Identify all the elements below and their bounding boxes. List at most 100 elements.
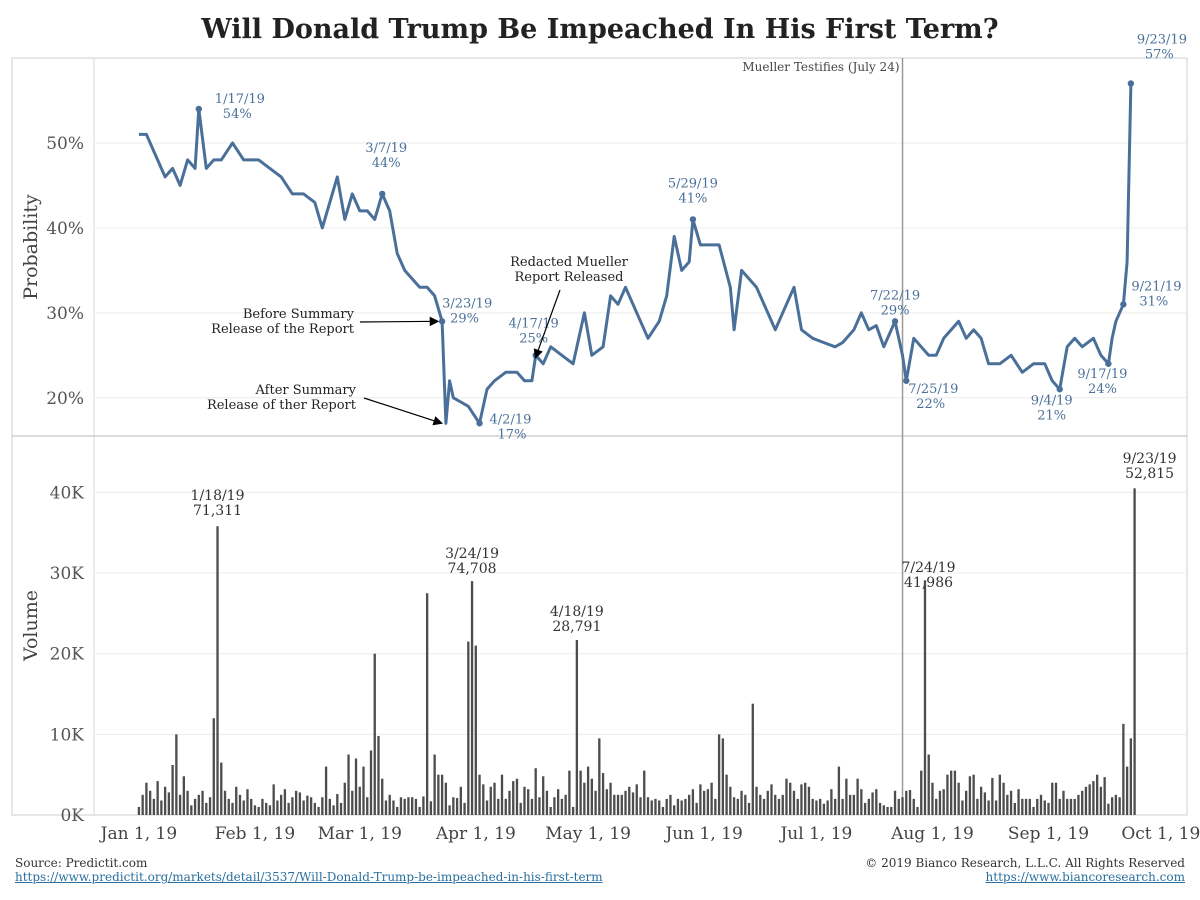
source-url[interactable]: https://www.predictit.org/markets/detail… <box>15 870 603 884</box>
volume-bar <box>946 774 949 815</box>
volume-grid: 0K 10K 20K 30K 40K <box>50 483 1187 826</box>
site-url[interactable]: https://www.biancoresearch.com <box>985 870 1185 884</box>
volume-bar <box>283 789 287 815</box>
volume-bar <box>302 800 305 815</box>
prob-annotation-value-8: 21% <box>1037 408 1066 423</box>
prob-annotation-date-10: 9/21/19 <box>1131 279 1181 294</box>
callout-arrow-2 <box>533 289 561 359</box>
volume-bar <box>418 806 421 815</box>
volume-bar <box>227 798 230 815</box>
volume-bar <box>781 794 784 815</box>
volume-bar <box>702 790 706 815</box>
volume-bar <box>220 762 223 815</box>
volume-bar <box>362 766 365 815</box>
volume-bar <box>437 774 440 815</box>
volume-bar <box>549 806 552 815</box>
volume-bar <box>523 786 526 815</box>
volume-bar <box>358 786 361 815</box>
volume-bar <box>968 776 972 815</box>
event-line-label: Mueller Testifies (July 24) <box>742 60 899 74</box>
volume-bar <box>148 790 152 815</box>
volume-bar <box>425 593 429 815</box>
y-axis-titles: Probability Volume <box>20 194 42 662</box>
volume-bar <box>564 794 567 815</box>
volume-bar <box>1028 798 1031 815</box>
volume-bar <box>688 794 691 815</box>
volume-bar <box>500 774 504 815</box>
volume-bar <box>792 790 796 815</box>
site-link[interactable]: https://www.biancoresearch.com <box>986 870 1185 884</box>
volume-bar <box>212 718 215 815</box>
volume-bar <box>193 798 197 815</box>
volume-bar <box>377 735 380 815</box>
prob-marker-6 <box>891 318 899 325</box>
volume-bar <box>216 526 219 815</box>
source-link[interactable]: https://www.predictit.org/markets/detail… <box>15 870 603 884</box>
volume-bar <box>366 797 369 815</box>
volume-bar <box>605 789 608 815</box>
volume-bar <box>1069 798 1073 815</box>
volume-bar <box>571 806 575 815</box>
volume-bar <box>639 797 642 815</box>
volume-bar <box>373 653 376 815</box>
volume-bar <box>845 778 848 815</box>
volume-bar <box>470 581 474 815</box>
volume-bar <box>178 794 182 815</box>
prob-marker-9 <box>1105 360 1112 367</box>
x-tick-label-4: May 1, 19 <box>545 824 631 844</box>
volume-bar <box>313 802 317 815</box>
volume-bar <box>972 774 975 815</box>
volume-bar <box>287 802 290 815</box>
vol-annotation-value-2: 28,791 <box>552 619 601 635</box>
volume-bar <box>291 797 294 815</box>
prob-annotation-date-5: 5/29/19 <box>668 176 718 191</box>
volume-bar <box>354 758 358 815</box>
volume-bar <box>1118 797 1121 815</box>
vol-axis-title: Volume <box>20 590 42 662</box>
vol-annotation-value-3: 41,986 <box>904 575 953 591</box>
prob-annotation-date-0: 1/17/19 <box>215 92 265 107</box>
volume-bar <box>890 806 893 815</box>
volume-bar <box>556 789 560 815</box>
volume-bar <box>392 800 395 815</box>
volume-bar <box>740 790 743 815</box>
volume-bar <box>1084 786 1088 815</box>
volume-bar <box>1054 782 1058 815</box>
volume-bar <box>998 774 1002 815</box>
volume-bar <box>875 789 878 815</box>
volume-bar <box>1110 797 1114 815</box>
volume-bar <box>770 784 773 815</box>
volume-bar <box>485 800 489 815</box>
volume-bar <box>440 774 444 815</box>
volume-bar <box>950 770 953 815</box>
volume-bar <box>545 790 549 815</box>
volume-bar <box>482 784 485 815</box>
volume-bar <box>871 792 874 815</box>
callout-arrow-0 <box>359 316 440 327</box>
volume-bar <box>1066 798 1069 815</box>
vol-annotation-date-2: 4/18/19 <box>550 604 604 620</box>
volume-bar <box>152 798 156 815</box>
volume-bar <box>815 800 818 815</box>
volume-bar <box>759 794 762 815</box>
volume-bar <box>343 782 346 815</box>
volume-bar <box>272 784 275 815</box>
volume-bar <box>493 782 496 815</box>
volume-bar <box>422 796 425 815</box>
volume-bar <box>163 786 167 815</box>
prob-annotation-value-7: 22% <box>916 397 945 412</box>
volume-bar <box>515 778 519 815</box>
vol-tick-label-4: 40K <box>50 483 85 503</box>
prob-marker-1 <box>379 190 386 198</box>
x-tick-label-7: Aug 1, 19 <box>890 824 974 844</box>
prob-marker-0 <box>195 105 203 113</box>
volume-bar <box>807 786 811 815</box>
volume-bar <box>830 789 833 815</box>
volume-bar <box>901 797 904 815</box>
volume-bar <box>706 789 710 815</box>
volume-bar <box>1043 800 1046 815</box>
prob-marker-7 <box>903 377 910 384</box>
volume-bar <box>714 798 717 815</box>
volume-bar <box>388 794 391 815</box>
volume-bar <box>819 798 822 815</box>
